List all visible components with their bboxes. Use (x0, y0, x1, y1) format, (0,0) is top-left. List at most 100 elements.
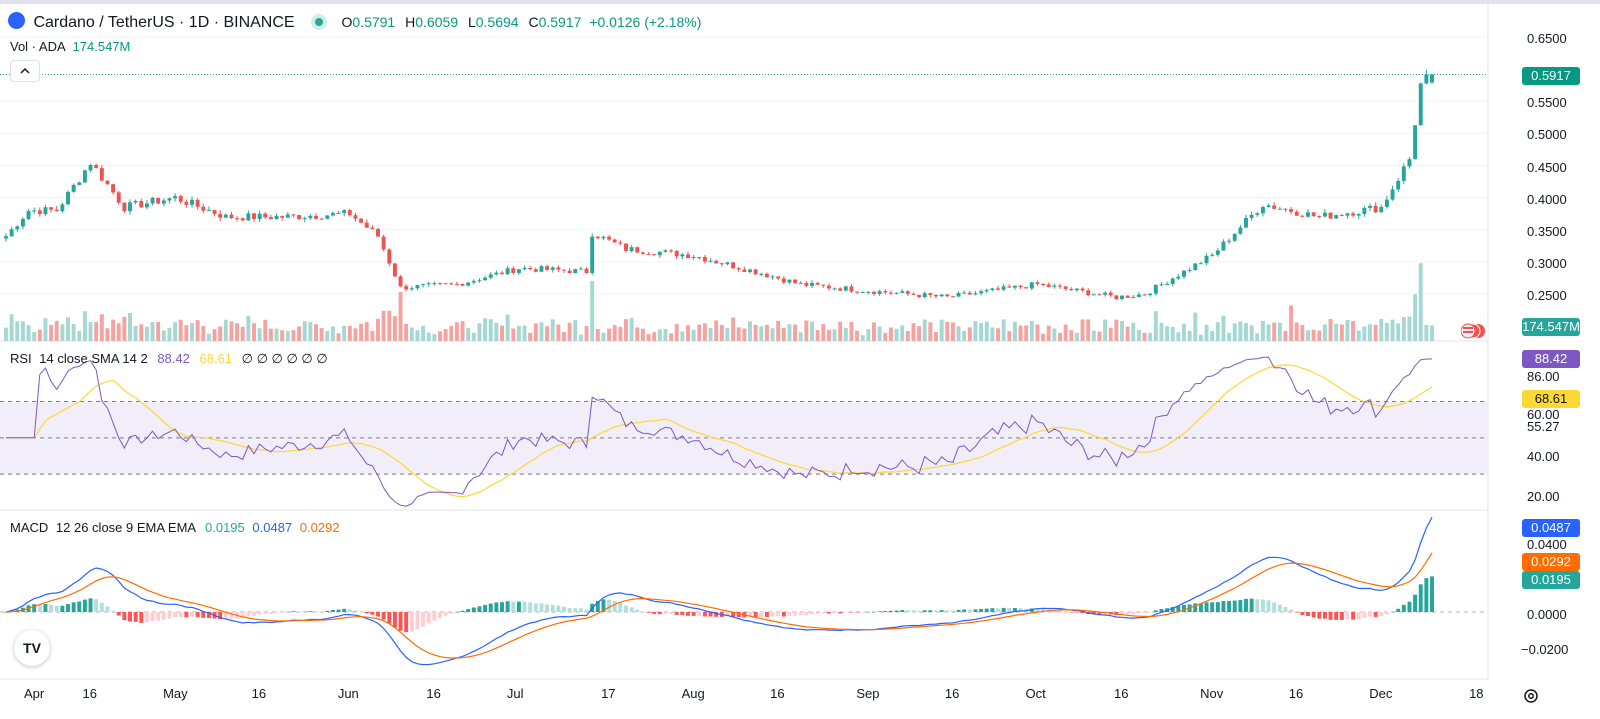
volume-bar (229, 321, 234, 341)
volume-bar (1407, 316, 1412, 341)
volume-bar (26, 325, 31, 341)
candle-body (144, 203, 149, 208)
candle-body (122, 202, 127, 212)
volume-bar (1170, 326, 1175, 341)
macd-histogram-bar (624, 605, 628, 612)
tradingview-logo-icon[interactable]: TV (14, 630, 50, 666)
volume-bar (1182, 323, 1186, 341)
candle-body (843, 286, 848, 291)
volume-bar (1418, 263, 1423, 341)
candle-body (1170, 278, 1175, 284)
volume-bar (1345, 319, 1350, 341)
macd-histogram-bar (1255, 599, 1260, 612)
volume-bar (43, 318, 48, 341)
volume-bar (1035, 324, 1040, 341)
volume-bar (1356, 330, 1361, 341)
candle-body (1052, 285, 1057, 287)
macd-histogram-bar (342, 608, 347, 612)
candle-body (60, 204, 65, 212)
rsi-line (6, 356, 1432, 507)
volume-bar (860, 335, 865, 341)
candle-body (522, 268, 527, 270)
candle-body (88, 164, 93, 171)
candle-body (4, 236, 8, 239)
candle-body (691, 256, 696, 259)
us-flag-icon[interactable] (1460, 322, 1487, 345)
candle-body (838, 288, 843, 291)
candle-body (956, 293, 961, 297)
volume-bar (1283, 331, 1288, 341)
settings-gear-icon[interactable] (1521, 686, 1541, 706)
macd-legend: MACD 12 26 close 9 EMA EMA 0.0195 0.0487… (10, 520, 340, 535)
macd-histogram-bar (392, 612, 397, 628)
candle-body (1035, 282, 1040, 285)
volume-bar (573, 320, 578, 341)
macd-histogram-bar (516, 601, 521, 612)
macd-histogram-bar (460, 610, 465, 612)
volume-bar (967, 327, 972, 341)
ohlc-l-label: L (467, 14, 476, 30)
macd-histogram-bar (962, 609, 967, 612)
volume-bar (1114, 319, 1119, 341)
candle-body (629, 247, 634, 251)
price-change: +0.0126 (+2.18%) (589, 14, 702, 30)
candle-body (94, 164, 99, 169)
candle-body (77, 182, 82, 185)
macd-histogram-bar (888, 610, 893, 612)
cardano-logo-icon (8, 12, 25, 29)
macd-histogram-bar (43, 604, 48, 612)
macd-axis-label: 0.0000 (1527, 607, 1567, 622)
collapse-legend-button[interactable] (10, 60, 40, 82)
candle-body (235, 218, 240, 220)
volume-bar (996, 328, 1000, 341)
candle-body (1131, 296, 1136, 298)
candle-body (1232, 233, 1237, 241)
volume-bar (133, 325, 138, 341)
macd-histogram-bar (770, 612, 775, 617)
volume-bar (404, 323, 409, 341)
symbol-title[interactable]: Cardano / TetherUS · 1D · BINANCE (33, 14, 295, 31)
candle-body (201, 206, 206, 211)
time-axis-label: 16 (82, 686, 97, 701)
time-axis-label: 16 (251, 686, 267, 701)
volume-bar (511, 328, 516, 341)
candle-body (1390, 189, 1395, 200)
top-bar (0, 0, 1600, 4)
volume-bar (759, 326, 764, 341)
volume-bar (832, 329, 837, 341)
macd-histogram-bar (500, 602, 504, 612)
time-axis-label: Jun (337, 686, 359, 701)
candle-body (82, 170, 87, 183)
volume-bar (905, 330, 910, 341)
volume-bar (1176, 332, 1181, 341)
macd-histogram-bar (714, 612, 719, 617)
macd-histogram-bar (804, 612, 809, 616)
volume-bar (810, 321, 814, 341)
rsi-label[interactable]: RSI (10, 351, 32, 366)
macd-histogram-bar (308, 611, 313, 612)
macd-histogram-bar (934, 610, 938, 612)
volume-bar (635, 327, 640, 341)
macd-histogram-bar (990, 608, 995, 612)
candle-body (15, 226, 20, 230)
candle-body (663, 250, 668, 252)
macd-histogram-bar (539, 603, 544, 612)
volume-bar (1125, 326, 1130, 341)
candle-body (1368, 205, 1372, 208)
macd-label[interactable]: MACD (10, 520, 49, 535)
candle-body (753, 269, 758, 275)
volume-bar (855, 330, 860, 341)
macd-histogram-bar (573, 608, 578, 612)
candle-body (274, 216, 279, 220)
volume-bar (618, 326, 623, 341)
candle-body (1272, 205, 1277, 209)
volume-bar (54, 320, 59, 341)
macd-histogram-bar (562, 606, 566, 612)
macd-histogram-bar (973, 609, 978, 612)
volume-bar (20, 321, 25, 341)
volume-bar (1007, 331, 1012, 341)
volume-bar (190, 323, 194, 341)
macd-histogram-bar (1193, 603, 1198, 612)
candle-body (494, 272, 499, 275)
